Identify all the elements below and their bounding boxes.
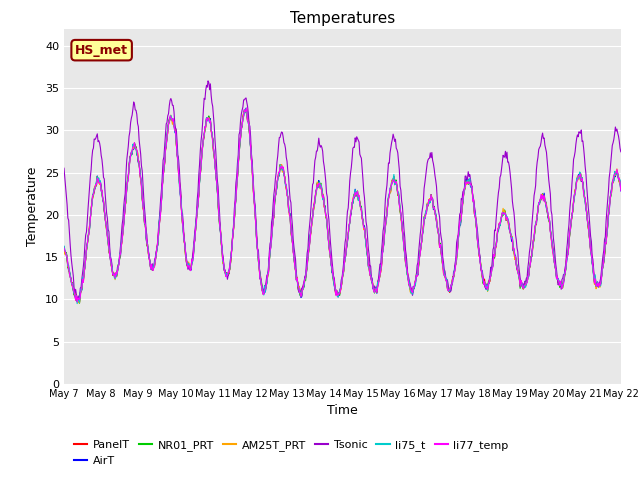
li77_temp	[617, 188, 625, 193]
NR01_PRT	[214, 201, 222, 207]
li77_temp	[428, 196, 436, 202]
li75_t	[60, 243, 68, 249]
li77_temp	[70, 289, 78, 295]
li77_temp	[128, 147, 136, 153]
Line: NR01_PRT: NR01_PRT	[64, 109, 621, 303]
PanelT	[60, 245, 68, 251]
PanelT	[617, 185, 625, 191]
Tsonic	[128, 112, 136, 118]
NR01_PRT	[412, 277, 419, 283]
PanelT	[70, 292, 78, 298]
AM25T_PRT	[412, 276, 419, 282]
li75_t	[428, 196, 436, 202]
PanelT	[242, 107, 250, 112]
Tsonic	[412, 277, 419, 283]
li75_t	[128, 150, 136, 156]
NR01_PRT	[128, 149, 136, 155]
li75_t	[617, 187, 625, 192]
li75_t	[412, 281, 419, 287]
AirT	[128, 151, 136, 157]
NR01_PRT	[428, 197, 436, 203]
X-axis label: Time: Time	[327, 405, 358, 418]
AM25T_PRT	[242, 107, 250, 113]
Tsonic	[215, 200, 223, 205]
li75_t	[74, 301, 81, 307]
Tsonic	[204, 78, 212, 84]
NR01_PRT	[185, 262, 193, 268]
PanelT	[412, 277, 419, 283]
PanelT	[428, 195, 436, 201]
AM25T_PRT	[617, 185, 625, 191]
li77_temp	[185, 263, 193, 268]
li75_t	[214, 199, 222, 204]
NR01_PRT	[242, 106, 250, 112]
li75_t	[242, 105, 250, 111]
PanelT	[185, 264, 193, 269]
NR01_PRT	[76, 300, 83, 306]
AirT	[185, 262, 193, 268]
Legend: PanelT, AirT, NR01_PRT, AM25T_PRT, Tsonic, li75_t, li77_temp: PanelT, AirT, NR01_PRT, AM25T_PRT, Tsoni…	[70, 436, 513, 470]
NR01_PRT	[60, 245, 68, 251]
Line: AM25T_PRT: AM25T_PRT	[64, 110, 621, 303]
Tsonic	[74, 297, 82, 302]
Line: Tsonic: Tsonic	[64, 81, 621, 300]
Tsonic	[428, 150, 436, 156]
li77_temp	[74, 299, 81, 305]
AM25T_PRT	[185, 259, 193, 265]
NR01_PRT	[70, 292, 78, 298]
li75_t	[185, 261, 193, 266]
li77_temp	[60, 245, 68, 251]
Y-axis label: Temperature: Temperature	[26, 167, 40, 246]
AM25T_PRT	[60, 245, 68, 251]
li77_temp	[243, 105, 251, 111]
Line: PanelT: PanelT	[64, 109, 621, 302]
Tsonic	[60, 165, 68, 171]
AM25T_PRT	[128, 150, 136, 156]
AirT	[75, 299, 83, 304]
PanelT	[128, 151, 136, 157]
AirT	[242, 106, 250, 111]
AM25T_PRT	[214, 200, 222, 206]
AirT	[428, 196, 436, 202]
li77_temp	[214, 198, 222, 204]
li77_temp	[412, 279, 419, 285]
PanelT	[76, 300, 83, 305]
Title: Temperatures: Temperatures	[290, 11, 395, 26]
AM25T_PRT	[70, 288, 78, 294]
AirT	[60, 244, 68, 250]
Tsonic	[185, 261, 193, 266]
Tsonic	[70, 285, 78, 290]
AM25T_PRT	[428, 195, 436, 201]
Line: li75_t: li75_t	[64, 108, 621, 304]
Line: AirT: AirT	[64, 108, 621, 301]
AM25T_PRT	[76, 300, 83, 306]
li75_t	[70, 291, 78, 297]
AirT	[70, 290, 78, 296]
AirT	[617, 188, 625, 194]
PanelT	[214, 199, 222, 205]
Line: li77_temp: li77_temp	[64, 108, 621, 302]
AirT	[214, 200, 222, 206]
NR01_PRT	[617, 186, 625, 192]
Tsonic	[617, 149, 625, 155]
Text: HS_met: HS_met	[75, 44, 128, 57]
AirT	[412, 279, 419, 285]
